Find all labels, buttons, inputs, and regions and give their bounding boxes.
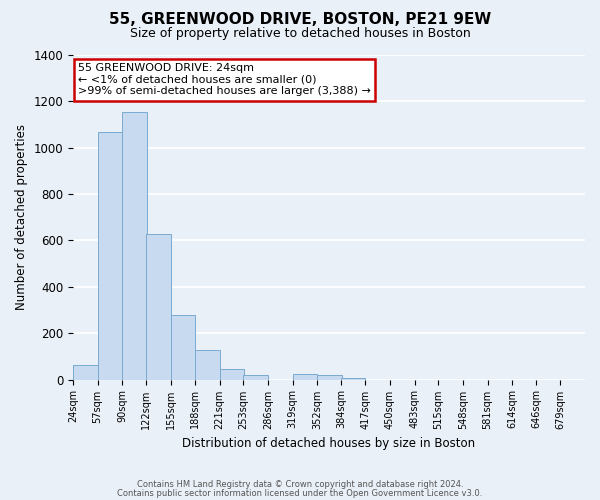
Text: Size of property relative to detached houses in Boston: Size of property relative to detached ho… xyxy=(130,28,470,40)
Bar xyxy=(317,375,341,380)
Bar xyxy=(244,376,268,380)
Bar xyxy=(146,234,170,380)
Bar xyxy=(98,132,122,380)
Bar xyxy=(170,314,195,380)
Text: Contains public sector information licensed under the Open Government Licence v3: Contains public sector information licen… xyxy=(118,488,482,498)
Text: Contains HM Land Registry data © Crown copyright and database right 2024.: Contains HM Land Registry data © Crown c… xyxy=(137,480,463,489)
Text: 55 GREENWOOD DRIVE: 24sqm
← <1% of detached houses are smaller (0)
>99% of semi-: 55 GREENWOOD DRIVE: 24sqm ← <1% of detac… xyxy=(78,63,371,96)
Bar xyxy=(73,365,98,380)
Text: 55, GREENWOOD DRIVE, BOSTON, PE21 9EW: 55, GREENWOOD DRIVE, BOSTON, PE21 9EW xyxy=(109,12,491,28)
Bar xyxy=(341,378,365,380)
Bar xyxy=(195,350,220,380)
X-axis label: Distribution of detached houses by size in Boston: Distribution of detached houses by size … xyxy=(182,437,476,450)
Bar xyxy=(122,112,146,380)
Bar xyxy=(293,374,317,380)
Y-axis label: Number of detached properties: Number of detached properties xyxy=(15,124,28,310)
Bar xyxy=(220,369,244,380)
